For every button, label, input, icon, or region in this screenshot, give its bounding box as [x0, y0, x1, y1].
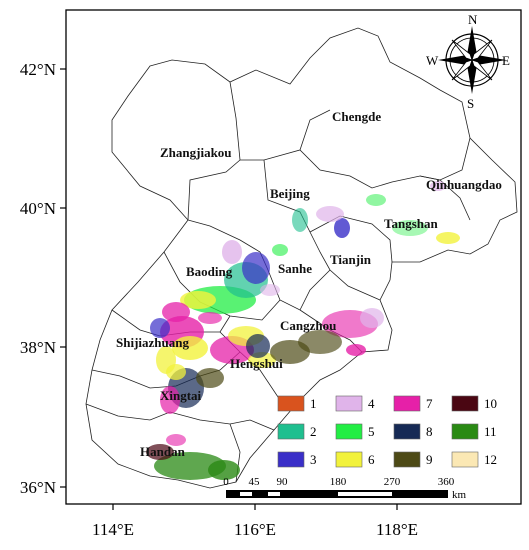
- province-outline: [85, 27, 518, 489]
- legend-swatch-5: [335, 423, 363, 440]
- city-label-qinhuangdao: Qinhuangdao: [426, 177, 502, 192]
- city-label-cangzhou: Cangzhou: [280, 318, 336, 333]
- legend-swatch-6: [335, 451, 363, 468]
- city-label-tangshan: Tangshan: [384, 216, 438, 231]
- legend-swatch-3: [277, 451, 305, 468]
- scale-tick-45: 45: [249, 476, 261, 488]
- compass-north-arrow-icon: [467, 26, 477, 60]
- compass-rose: N S E W: [426, 12, 510, 111]
- city-labels: Zhangjiakou Chengde Beijing Qinhuangdao …: [116, 109, 502, 459]
- legend-swatch-1: [277, 395, 305, 412]
- legend-label-12: 12: [484, 452, 497, 467]
- legend-label-5: 5: [368, 424, 375, 439]
- scale-tick-0: 0: [223, 476, 229, 488]
- city-label-hengshui: Hengshui: [230, 356, 283, 371]
- city-label-xingtai: Xingtai: [160, 388, 202, 403]
- city-label-sanhe: Sanhe: [278, 261, 312, 276]
- legend-swatch-7: [393, 395, 421, 412]
- legend-swatch-4: [335, 395, 363, 412]
- city-label-shijiazhuang: Shijiazhuang: [116, 335, 189, 350]
- legend-label-6: 6: [368, 452, 375, 467]
- compass-e-label: E: [502, 53, 510, 68]
- legend-label-7: 7: [426, 396, 433, 411]
- city-label-chengde: Chengde: [332, 109, 381, 124]
- legend-label-9: 9: [426, 452, 433, 467]
- lat-label-38: 38°N: [20, 338, 56, 357]
- latitude-ticks: [60, 68, 66, 488]
- lon-label-116: 116°E: [234, 520, 276, 539]
- lat-label-40: 40°N: [20, 199, 56, 218]
- lon-label-118: 118°E: [376, 520, 418, 539]
- legend-label-1: 1: [310, 396, 317, 411]
- compass-n-label: N: [468, 12, 478, 27]
- legend-swatch-2: [277, 423, 305, 440]
- legend-swatch-9: [393, 451, 421, 468]
- legend-swatch-11: [451, 423, 479, 440]
- longitude-ticks: [112, 504, 398, 510]
- lat-label-42: 42°N: [20, 60, 56, 79]
- legend-label-4: 4: [368, 396, 375, 411]
- city-label-handan: Handan: [140, 444, 186, 459]
- scale-tick-180: 180: [330, 476, 347, 488]
- city-label-tianjin: Tianjin: [330, 252, 372, 267]
- scale-tick-90: 90: [277, 476, 289, 488]
- map-frame: [65, 9, 522, 505]
- legend-swatch-10: [451, 395, 479, 412]
- scale-tick-360: 360: [438, 476, 455, 488]
- scale-bar: 0 45 90 180 270 360 km: [223, 476, 466, 501]
- compass-w-label: W: [426, 53, 439, 68]
- city-label-zhangjiakou: Zhangjiakou: [160, 145, 232, 160]
- legend-label-11: 11: [484, 424, 497, 439]
- lat-label-36: 36°N: [20, 478, 56, 497]
- legend-swatch-8: [393, 423, 421, 440]
- compass-s-label: S: [467, 96, 474, 111]
- legend-label-10: 10: [484, 396, 497, 411]
- city-label-beijing: Beijing: [270, 186, 310, 201]
- crop-pixel-clusters: [146, 181, 460, 480]
- legend-label-3: 3: [310, 452, 317, 467]
- scale-tick-270: 270: [384, 476, 401, 488]
- lon-label-114: 114°E: [92, 520, 134, 539]
- scale-unit: km: [452, 489, 467, 501]
- legend-label-8: 8: [426, 424, 433, 439]
- legend-label-2: 2: [310, 424, 317, 439]
- city-label-baoding: Baoding: [186, 264, 233, 279]
- legend-swatch-12: [451, 451, 479, 468]
